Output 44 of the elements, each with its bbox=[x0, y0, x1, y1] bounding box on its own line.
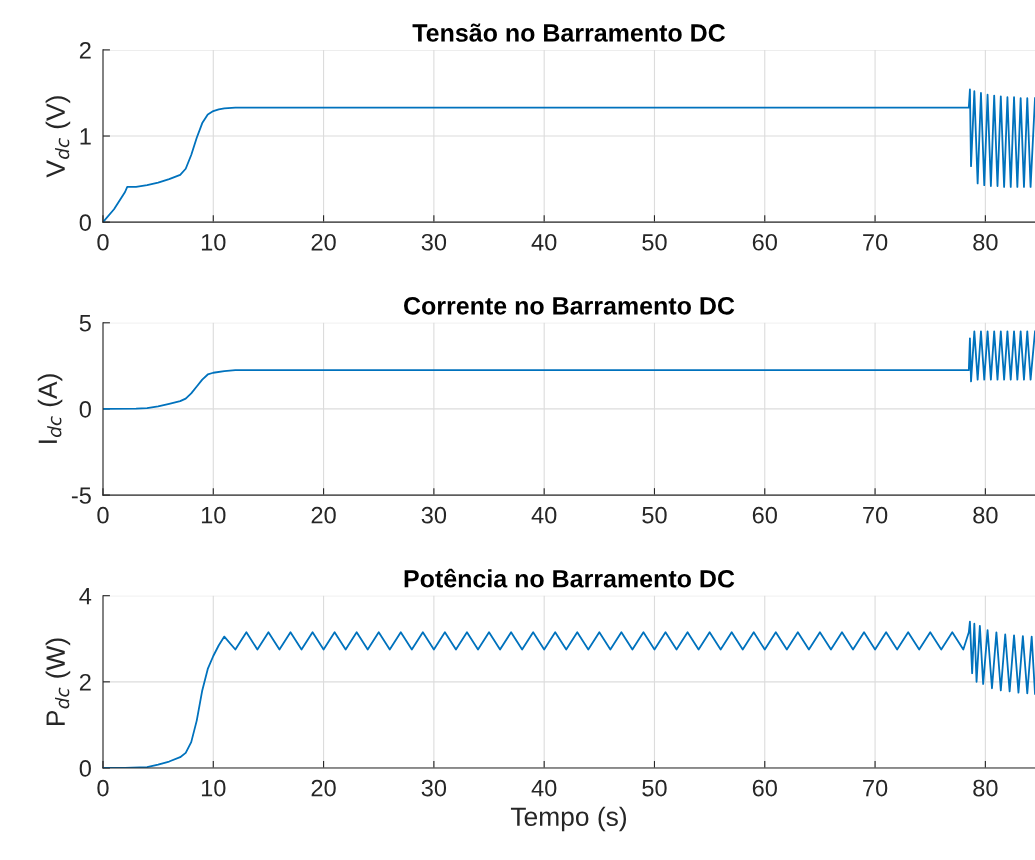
y-axis-title: P$_{dc}$ (W) bbox=[45, 638, 71, 725]
x-tick-label: 60 bbox=[752, 779, 777, 797]
y-tick-label: 4 bbox=[79, 588, 92, 605]
x-tick-label: 30 bbox=[421, 506, 447, 524]
y-tick-label: 0 bbox=[79, 760, 91, 777]
y-tick-label: 2 bbox=[79, 673, 91, 691]
x-tick-label: 20 bbox=[311, 233, 336, 251]
chart-title: Corrente no Barramento DC bbox=[404, 297, 735, 315]
x-tick-label: 70 bbox=[863, 233, 888, 251]
y-tick-label: 0 bbox=[79, 214, 91, 231]
x-tick-label: 50 bbox=[642, 506, 667, 524]
chart-title: Potência no Barramento DC bbox=[404, 568, 735, 588]
x-tick-label: 10 bbox=[201, 779, 226, 797]
chart-title: Tensão no Barramento DC bbox=[412, 23, 726, 42]
line-series bbox=[102, 330, 1035, 410]
x-tick-label: 80 bbox=[973, 779, 998, 797]
y-tick-label: 2 bbox=[79, 41, 91, 59]
x-tick-label: 0 bbox=[97, 779, 109, 797]
x-tick-label: 0 bbox=[97, 506, 109, 524]
x-tick-label: 50 bbox=[642, 779, 667, 797]
x-tick-label: 20 bbox=[311, 779, 336, 797]
x-tick-label: 80 bbox=[973, 506, 998, 524]
x-tick-label: 40 bbox=[531, 233, 557, 251]
y-axis-title: I$_{dc}$ (A) bbox=[37, 374, 63, 443]
x-tick-label: 30 bbox=[421, 233, 447, 251]
x-tick-label: 30 bbox=[421, 779, 447, 797]
x-axis-title: Tempo (s) bbox=[510, 806, 627, 832]
x-tick-label: 10 bbox=[201, 233, 226, 251]
x-tick-label: 40 bbox=[531, 779, 557, 797]
x-tick-label: 40 bbox=[531, 506, 557, 524]
x-tick-label: 20 bbox=[311, 506, 336, 524]
x-tick-label: 50 bbox=[642, 233, 667, 251]
x-tick-label: 70 bbox=[863, 506, 888, 524]
x-tick-label: 10 bbox=[201, 506, 226, 524]
y-tick-label: 0 bbox=[79, 401, 91, 418]
x-tick-label: 80 bbox=[973, 233, 998, 251]
y-tick-label: 5 bbox=[79, 315, 91, 332]
y-tick-label: -5 bbox=[71, 487, 91, 504]
x-tick-label: 70 bbox=[863, 779, 888, 797]
x-tick-label: 60 bbox=[752, 506, 777, 524]
y-tick-label: 1 bbox=[80, 128, 91, 145]
x-tick-label: 0 bbox=[97, 233, 109, 251]
x-tick-label: 60 bbox=[752, 233, 777, 251]
y-axis-title: V$_{dc}$ (V) bbox=[45, 96, 71, 178]
